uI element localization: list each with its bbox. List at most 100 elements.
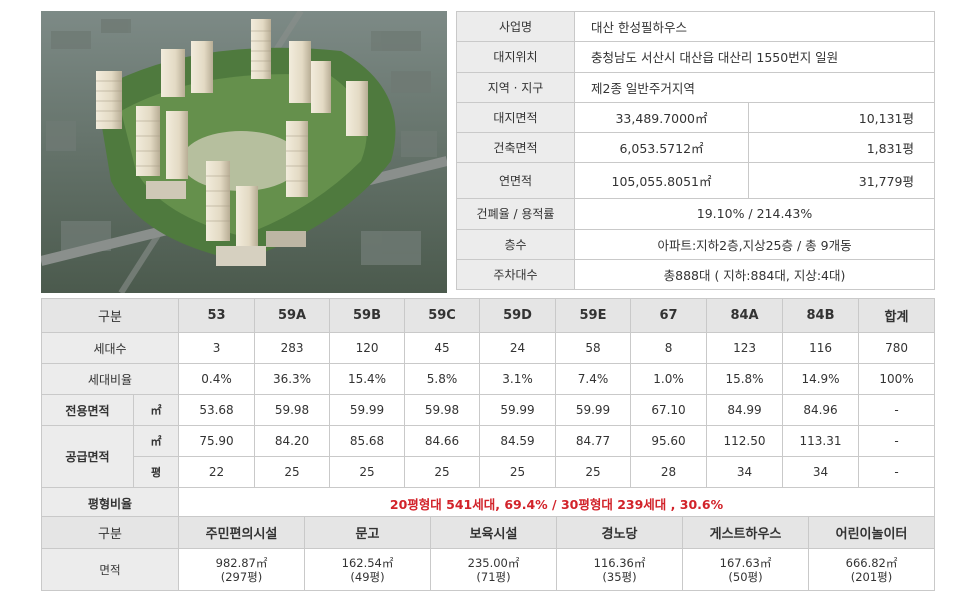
supply-area-sqm-cell: 84.20 bbox=[254, 425, 331, 457]
exclusive-area-cell: 59.99 bbox=[479, 394, 557, 426]
supply-area-sqm-unit: ㎡ bbox=[132, 425, 180, 457]
exclusive-area-cell: 59.98 bbox=[404, 394, 481, 426]
unit-header-row: 구분 53 59A 59B 59C 59D 59E 67 84A 84B 합계 bbox=[40, 298, 936, 333]
info-row-business-name: 사업명 대산 한성필하우스 bbox=[456, 10, 936, 43]
facility-name: 게스트하우스 bbox=[682, 516, 809, 549]
supply-area-pyeong-cell: 28 bbox=[630, 456, 708, 488]
household-ratio-cell: 0.4% bbox=[178, 363, 256, 395]
supply-area-sqm-cell: 85.68 bbox=[329, 425, 406, 457]
info-row-coverage-ratio: 건폐율 / 용적률 19.10% / 214.43% bbox=[456, 198, 936, 230]
facility-header-label: 구분 bbox=[41, 516, 179, 549]
supply-area-sqm-cell: 84.77 bbox=[555, 425, 632, 457]
project-info-table: 사업명 대산 한성필하우스 대지위치 충청남도 서산시 대산읍 대산리 1550… bbox=[456, 10, 936, 291]
site-area-sqm: 33,489.7000㎡ bbox=[574, 101, 749, 134]
households-cell: 24 bbox=[479, 332, 557, 364]
unit-type: 59B bbox=[329, 298, 406, 333]
info-row-building-area: 건축면적 6,053.5712㎡ 1,831평 bbox=[456, 131, 936, 164]
facility-area-cell: 167.63㎡ (50평) bbox=[682, 548, 809, 591]
exclusive-area-cell: 59.98 bbox=[254, 394, 331, 426]
facility-table: 구분 주민편의시설 문고 보육시설 경노당 게스트하우스 어린이놀이터 면적 9… bbox=[41, 516, 935, 591]
location-value: 충청남도 서산시 대산읍 대산리 1550번지 일원 bbox=[573, 41, 936, 73]
supply-area-sqm-cell: 112.50 bbox=[706, 425, 784, 457]
exclusive-area-cell: 59.99 bbox=[329, 394, 406, 426]
size-ratio-label: 평형비율 bbox=[40, 487, 180, 519]
facility-area-sqm: 162.54㎡ bbox=[341, 555, 394, 570]
supply-area-sqm-cell: 113.31 bbox=[782, 425, 860, 457]
supply-area-sqm-total: - bbox=[858, 425, 936, 457]
aerial-rendering bbox=[41, 11, 447, 293]
facility-area-row: 면적 982.87㎡ (297평) 162.54㎡ (49평) 235.00㎡ … bbox=[41, 548, 935, 591]
supply-area-sqm-row: 공급면적 ㎡ 75.90 84.20 85.68 84.66 84.59 84.… bbox=[41, 425, 936, 488]
facility-area-sqm: 982.87㎡ bbox=[215, 555, 268, 570]
household-ratio-cell: 1.0% bbox=[630, 363, 708, 395]
info-row-floors: 층수 아파트:지하2층,지상25층 / 총 9개동 bbox=[456, 228, 936, 260]
size-ratio-text: 20평형대 541세대, 69.4% / 30평형대 239세대 , 30.6% bbox=[178, 487, 936, 519]
households-cell: 116 bbox=[782, 332, 860, 364]
building-area-label: 건축면적 bbox=[456, 131, 575, 164]
households-cell: 45 bbox=[404, 332, 481, 364]
household-ratio-cell: 15.8% bbox=[706, 363, 784, 395]
unit-type-total: 합계 bbox=[858, 298, 936, 333]
supply-area-pyeong-cell: 34 bbox=[706, 456, 784, 488]
total-floor-area-pyeong: 31,779평 bbox=[747, 162, 936, 200]
parking-value: 총888대 ( 지하:884대, 지상:4대) bbox=[573, 258, 936, 291]
unit-type: 59C bbox=[404, 298, 481, 333]
supply-area-pyeong-total: - bbox=[858, 456, 936, 488]
supply-area-pyeong-cell: 25 bbox=[329, 456, 406, 488]
site-area-pyeong: 10,131평 bbox=[747, 101, 936, 134]
household-ratio-row: 세대비율 0.4% 36.3% 15.4% 5.8% 3.1% 7.4% 1.0… bbox=[40, 363, 936, 395]
business-name-label: 사업명 bbox=[456, 10, 575, 43]
exclusive-area-cell: 67.10 bbox=[630, 394, 708, 426]
exclusive-area-unit: ㎡ bbox=[132, 394, 180, 426]
exclusive-area-cell: 59.99 bbox=[555, 394, 632, 426]
floors-value: 아파트:지하2층,지상25층 / 총 9개동 bbox=[573, 228, 936, 260]
unit-type: 67 bbox=[630, 298, 708, 333]
households-row: 세대수 3 283 120 45 24 58 8 123 116 780 bbox=[40, 332, 936, 364]
facility-area-sqm: 116.36㎡ bbox=[593, 555, 646, 570]
facility-area-sqm: 666.82㎡ bbox=[845, 555, 898, 570]
building-area-sqm: 6,053.5712㎡ bbox=[574, 131, 749, 164]
household-ratio-cell: 15.4% bbox=[329, 363, 406, 395]
supply-area-label: 공급면적 bbox=[41, 425, 134, 488]
facility-area-sqm: 167.63㎡ bbox=[719, 555, 772, 570]
supply-area-pyeong-cell: 25 bbox=[479, 456, 557, 488]
households-cell: 120 bbox=[329, 332, 406, 364]
facility-name: 문고 bbox=[304, 516, 431, 549]
facility-area-cell: 162.54㎡ (49평) bbox=[304, 548, 431, 591]
exclusive-area-total: - bbox=[858, 394, 936, 426]
supply-area-sqm-cell: 84.66 bbox=[404, 425, 481, 457]
supply-area-pyeong-unit: 평 bbox=[132, 456, 180, 488]
info-row-location: 대지위치 충청남도 서산시 대산읍 대산리 1550번지 일원 bbox=[456, 41, 936, 73]
supply-area-sqm-cell: 84.59 bbox=[479, 425, 557, 457]
zone-value: 제2종 일반주거지역 bbox=[573, 71, 936, 103]
facility-area-cell: 982.87㎡ (297평) bbox=[178, 548, 305, 591]
info-row-zone: 지역 · 지구 제2종 일반주거지역 bbox=[456, 71, 936, 103]
facility-area-pyeong: (49평) bbox=[350, 569, 385, 584]
household-ratio-label: 세대비율 bbox=[40, 363, 180, 395]
unit-header-label: 구분 bbox=[40, 298, 180, 333]
supply-area-pyeong-cell: 25 bbox=[404, 456, 481, 488]
unit-type: 59A bbox=[254, 298, 331, 333]
supply-area-sqm-cell: 95.60 bbox=[630, 425, 708, 457]
facility-area-pyeong: (50평) bbox=[728, 569, 763, 584]
unit-type: 84A bbox=[706, 298, 784, 333]
exclusive-area-cell: 84.96 bbox=[782, 394, 860, 426]
unit-type-table: 구분 53 59A 59B 59C 59D 59E 67 84A 84B 합계 … bbox=[40, 298, 936, 519]
exclusive-area-cell: 53.68 bbox=[178, 394, 256, 426]
supply-area-pyeong-cell: 25 bbox=[254, 456, 331, 488]
coverage-ratio-value: 19.10% / 214.43% bbox=[573, 198, 936, 230]
business-name-value: 대산 한성필하우스 bbox=[573, 10, 936, 43]
total-floor-area-sqm: 105,055.8051㎡ bbox=[574, 162, 749, 200]
facility-name: 주민편의시설 bbox=[178, 516, 305, 549]
household-ratio-total: 100% bbox=[858, 363, 936, 395]
coverage-ratio-label: 건폐율 / 용적률 bbox=[456, 198, 575, 230]
unit-type: 59E bbox=[555, 298, 632, 333]
size-ratio-row: 평형비율 20평형대 541세대, 69.4% / 30평형대 239세대 , … bbox=[40, 487, 936, 519]
facility-header-row: 구분 주민편의시설 문고 보육시설 경노당 게스트하우스 어린이놀이터 bbox=[41, 516, 935, 549]
facility-area-pyeong: (35평) bbox=[602, 569, 637, 584]
facility-name: 경노당 bbox=[556, 516, 683, 549]
supply-area-pyeong-cell: 22 bbox=[178, 456, 256, 488]
households-cell: 8 bbox=[630, 332, 708, 364]
household-ratio-cell: 36.3% bbox=[254, 363, 331, 395]
supply-area-sqm-cell: 75.90 bbox=[178, 425, 256, 457]
